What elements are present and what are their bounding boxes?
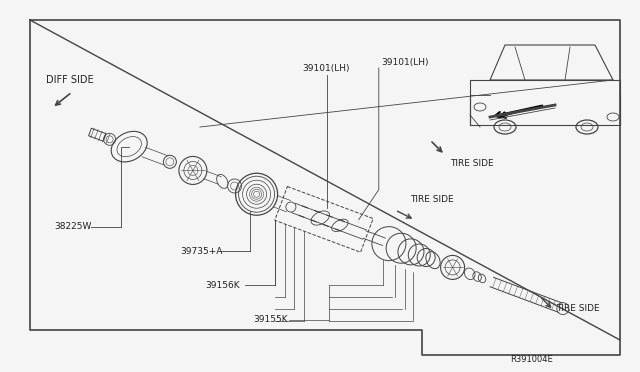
Text: 39101(LH): 39101(LH): [381, 58, 428, 67]
Text: 39156K: 39156K: [205, 281, 239, 290]
Text: TIRE SIDE: TIRE SIDE: [450, 158, 493, 167]
Text: TIRE SIDE: TIRE SIDE: [556, 304, 599, 313]
Text: DIFF SIDE: DIFF SIDE: [46, 75, 93, 85]
Text: 38225W: 38225W: [54, 222, 92, 231]
Text: 39735+A: 39735+A: [180, 247, 223, 256]
Text: 39155K: 39155K: [253, 315, 289, 324]
Text: 39101(LH): 39101(LH): [302, 64, 349, 73]
Text: TIRE SIDE: TIRE SIDE: [410, 196, 454, 205]
Text: R391004E: R391004E: [510, 356, 553, 365]
